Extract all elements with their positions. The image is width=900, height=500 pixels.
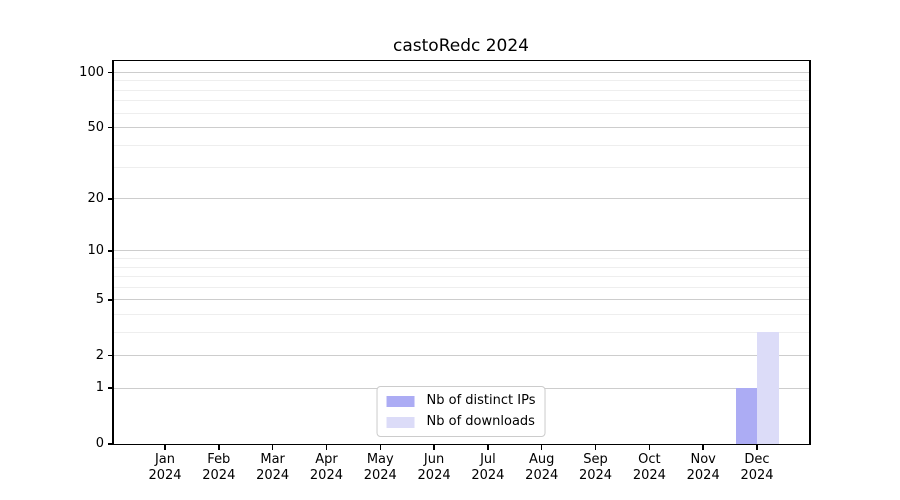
x-tick: [487, 445, 489, 450]
plot-area: Nb of distinct IPs Nb of downloads: [113, 60, 809, 444]
x-tick-label: Feb 2024: [202, 452, 236, 483]
y-tick: [107, 126, 113, 129]
spine-top: [112, 59, 811, 61]
x-tick-label: Mar 2024: [256, 452, 290, 483]
y-tick: [107, 443, 113, 445]
gridline-minor: [113, 286, 809, 288]
gridline-major: [113, 299, 809, 301]
x-tick-label: Oct 2024: [632, 452, 666, 483]
x-tick: [756, 445, 758, 450]
x-tick-label: Jul 2024: [471, 452, 505, 483]
x-tick-label: Apr 2024: [309, 452, 343, 483]
x-tick: [648, 445, 651, 450]
y-tick-label: 10: [87, 242, 104, 258]
gridline-minor: [113, 331, 809, 333]
x-tick-label: Jun 2024: [417, 452, 451, 483]
gridline-minor: [113, 80, 809, 82]
gridline-major: [113, 72, 809, 74]
gridline-minor: [113, 258, 809, 260]
x-tick: [433, 445, 435, 450]
x-tick: [271, 445, 274, 450]
y-tick: [107, 354, 113, 357]
y-tick-label: 20: [87, 190, 104, 206]
y-tick-label: 1: [95, 380, 104, 396]
x-tick-label: Dec 2024: [740, 452, 774, 483]
bar-downloads-dec: [757, 332, 779, 444]
gridline-minor: [113, 89, 809, 91]
y-tick: [107, 387, 113, 389]
chart-title: castoRedc 2024: [393, 36, 529, 56]
y-tick-label: 5: [95, 291, 104, 307]
gridline-minor: [113, 276, 809, 278]
x-tick: [218, 445, 220, 450]
y-tick-label: 50: [87, 119, 104, 135]
spine-right: [809, 59, 811, 445]
gridline-major: [113, 250, 809, 252]
gridline-major: [113, 198, 809, 200]
spine-bottom: [112, 443, 811, 445]
x-tick-label: May 2024: [363, 452, 397, 483]
bar-distinct-ips-dec: [735, 388, 757, 444]
gridline-minor: [113, 167, 809, 169]
x-tick-label: Sep 2024: [578, 452, 613, 483]
y-tick-label: 100: [79, 64, 104, 80]
legend-item-downloads: Nb of downloads: [386, 414, 536, 430]
legend-swatch-downloads: [386, 416, 415, 428]
gridline-major: [113, 355, 809, 357]
gridline-minor: [113, 266, 809, 268]
x-tick: [702, 445, 704, 450]
gridline-minor: [113, 100, 809, 102]
y-tick-label: 0: [95, 436, 104, 451]
y-tick: [107, 299, 113, 301]
x-tick: [379, 445, 382, 450]
gridline-minor: [113, 144, 809, 146]
legend-item-distinct-ips: Nb of distinct IPs: [386, 393, 536, 409]
y-tick: [107, 198, 113, 200]
gridline-major: [113, 127, 809, 129]
legend-label-downloads: Nb of downloads: [426, 414, 535, 429]
legend: Nb of distinct IPs Nb of downloads: [376, 386, 546, 437]
y-tick-label: 2: [95, 347, 104, 363]
legend-swatch-distinct-ips: [386, 395, 415, 407]
y-tick: [107, 71, 113, 74]
gridline-minor: [113, 313, 809, 315]
spine-left: [112, 59, 114, 445]
x-tick: [594, 445, 597, 450]
x-tick: [325, 445, 328, 450]
x-tick-label: Jan 2024: [148, 452, 182, 483]
x-tick: [540, 445, 543, 450]
gridline-minor: [113, 112, 809, 114]
x-tick-label: Nov 2024: [686, 452, 720, 483]
y-tick: [107, 250, 113, 252]
x-tick-label: Aug 2024: [525, 452, 559, 483]
legend-label-distinct-ips: Nb of distinct IPs: [426, 393, 536, 408]
x-tick: [164, 445, 166, 450]
